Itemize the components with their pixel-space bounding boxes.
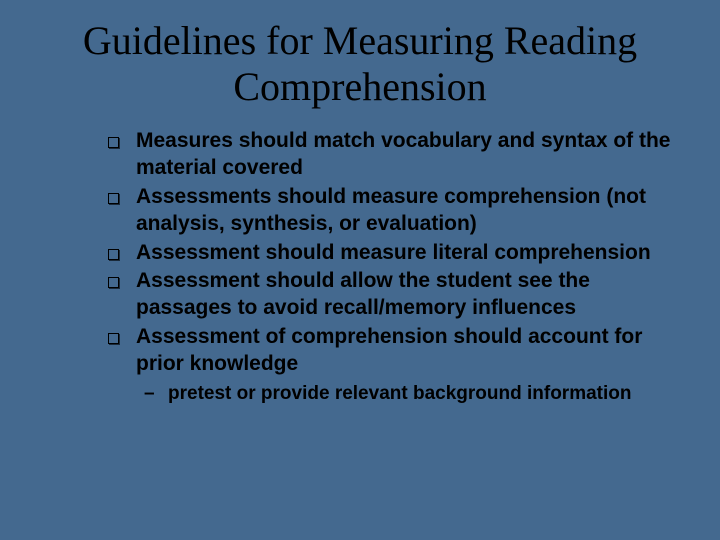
- slide: Guidelines for Measuring Reading Compreh…: [0, 0, 720, 540]
- sub-bullet-list: pretest or provide relevant background i…: [136, 382, 684, 407]
- bullet-item: Assessment should allow the student see …: [106, 268, 684, 322]
- slide-title: Guidelines for Measuring Reading Compreh…: [76, 18, 644, 110]
- sub-bullet-item: pretest or provide relevant background i…: [136, 382, 684, 407]
- bullet-item: Measures should match vocabulary and syn…: [106, 128, 684, 182]
- bullet-item-text: Assessment of comprehension should accou…: [136, 325, 642, 375]
- bullet-list: Measures should match vocabulary and syn…: [106, 128, 684, 407]
- bullet-item: Assessment of comprehension should accou…: [106, 324, 684, 406]
- bullet-item: Assessments should measure comprehension…: [106, 184, 684, 238]
- bullet-item: Assessment should measure literal compre…: [106, 240, 684, 267]
